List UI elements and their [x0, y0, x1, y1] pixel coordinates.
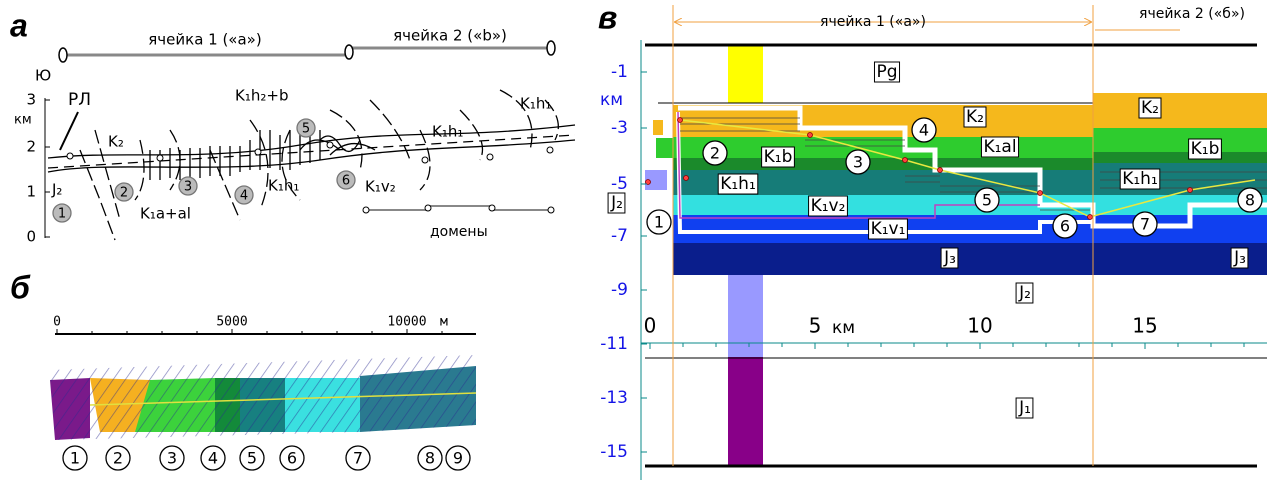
figure: а ячейка 1 («a») ячейка 2 («b») Ю 3 2 1 …: [0, 0, 1273, 490]
unit-label: K₁v₂: [365, 178, 396, 196]
x-tick-label: 0: [644, 314, 657, 338]
panel-letter: в: [598, 0, 617, 35]
unit-label: J₂: [51, 181, 62, 199]
y-tick-label: -15: [600, 442, 628, 462]
section-lines: [48, 90, 575, 240]
domain-label: домены: [430, 224, 488, 240]
x-tick-label: 5: [809, 314, 822, 338]
unit-label: K₁v₂: [811, 196, 846, 216]
y-tick-label: -13: [600, 388, 628, 408]
axis-unit: км: [600, 90, 623, 110]
unit-label: K₂: [108, 133, 124, 151]
arrow: [60, 112, 78, 150]
marker-label: 2: [120, 186, 128, 201]
axis-unit: км: [14, 113, 32, 128]
scale-label: 10000: [387, 315, 426, 330]
marker-label: 8: [1245, 191, 1255, 210]
marker-label: 7: [353, 449, 363, 468]
marker-label: 2: [113, 449, 123, 468]
panel-a: а ячейка 1 («a») ячейка 2 («b») Ю 3 2 1 …: [10, 7, 575, 245]
x-tick-label: 15: [1132, 314, 1157, 338]
scale-label: 5000: [216, 315, 247, 330]
unit-label: K₂: [966, 107, 984, 127]
marker-label: 5: [302, 122, 310, 137]
marker-label: 7: [1140, 215, 1150, 234]
panel-letter: б: [10, 269, 31, 305]
y-tick-label: -9: [611, 280, 628, 300]
unit-label: K₁b: [1191, 139, 1220, 159]
unit-label: K₁v₁: [871, 219, 906, 239]
cross-section: [50, 355, 476, 440]
y-tick-label: -7: [611, 226, 628, 246]
scale-label: 0: [53, 315, 61, 330]
y-tick-label: -1: [611, 62, 628, 82]
marker-label: 1: [654, 213, 664, 232]
scale-label: м: [440, 315, 448, 330]
y-tick-label: 1: [26, 183, 36, 201]
cell-label: ячейка 2 («б»): [1139, 6, 1245, 22]
unit-label: K₁h₂+b: [235, 87, 288, 105]
marker-label: 6: [342, 174, 350, 189]
marker-label: 9: [453, 449, 463, 468]
marker-label: 5: [982, 191, 992, 210]
y-tick-label: 2: [26, 138, 36, 156]
y-tick-label: 0: [26, 228, 36, 246]
marker-label: 6: [1060, 217, 1070, 236]
unit-label: J₂: [1018, 283, 1031, 303]
y-tick-label: -5: [611, 174, 628, 194]
unit-label: K₁h₁: [268, 177, 299, 195]
unit-label: Pg: [876, 62, 897, 82]
y-tick-label: -11: [600, 334, 628, 354]
unit-label: K₁h₁: [432, 123, 463, 141]
y-tick-label: 3: [26, 91, 36, 109]
marker-label: 4: [240, 189, 248, 204]
marker-label: 4: [919, 121, 929, 140]
cell-label: ячейка 1 («а»): [820, 14, 926, 30]
marker-label: 8: [425, 449, 435, 468]
marker-label: 3: [853, 153, 863, 172]
direction: Ю: [35, 67, 51, 85]
unit-label: J₂: [610, 193, 623, 213]
x-axis-unit: км: [832, 318, 855, 338]
marker-label: 3: [167, 449, 177, 468]
domain-bars: [366, 206, 551, 210]
label: РЛ: [68, 90, 91, 110]
panel-b: б 0 5000 10000 м: [10, 269, 476, 440]
marker-label: 3: [184, 180, 192, 195]
unit-label: K₁al: [983, 137, 1016, 157]
panel-c: в ячейка 1 («а») ячейка 2 («б») км 0 5 1…: [598, 0, 1267, 480]
y-tick-label: -3: [611, 118, 628, 138]
unit-label: K₁b: [764, 147, 793, 167]
marker-label: 1: [58, 207, 66, 222]
unit-label: K₁h₁: [1122, 169, 1158, 189]
marker-label: 4: [208, 449, 218, 468]
cell-label: ячейка 2 («b»): [393, 27, 507, 45]
cell-label: ячейка 1 («a»): [148, 31, 261, 49]
panel-letter: а: [10, 7, 28, 43]
unit-label: K₁h₁: [520, 95, 551, 113]
unit-label: K₁a+al: [140, 205, 191, 223]
unit-label: J₁: [1018, 398, 1031, 418]
marker-label: 6: [287, 449, 297, 468]
unit-label: J₃: [1233, 248, 1246, 268]
unit-label: K₂: [1141, 98, 1159, 118]
marker-label: 2: [710, 144, 720, 163]
marker-label: 1: [70, 449, 80, 468]
x-tick-label: 10: [967, 314, 992, 338]
marker-label: 5: [247, 449, 257, 468]
unit-label: J₃: [943, 248, 956, 268]
unit-label: K₁h₁: [720, 174, 756, 194]
